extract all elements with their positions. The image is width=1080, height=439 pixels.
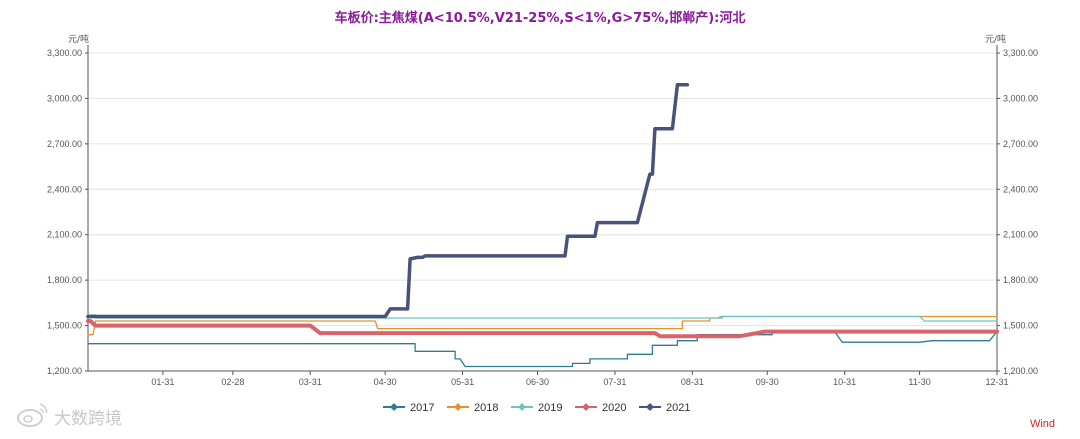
- x-tick-label: 10-31: [833, 377, 856, 387]
- y-axis-right: 1,200.00 1,500.00 1,800.00 2,100.00 2,400.00…: [997, 48, 1038, 376]
- x-tick-label: 07-31: [603, 377, 626, 387]
- y-tick-label-right: 3,000.00: [1003, 93, 1038, 103]
- x-tick-label: 04-30: [374, 377, 397, 387]
- x-tick-label: 05-31: [451, 377, 474, 387]
- y-tick-label-left: 3,000.00: [47, 93, 82, 103]
- y-tick-label-right: 2,700.00: [1003, 139, 1038, 149]
- legend-item-2017[interactable]: 2017: [383, 402, 434, 414]
- y-tick-label-left: 2,700.00: [47, 139, 82, 149]
- y-tick-label-left: 1,200.00: [47, 366, 82, 376]
- legend[interactable]: 2017 2018 2019 2020 2021: [383, 402, 690, 414]
- y-tick-label-left: 3,300.00: [47, 48, 82, 58]
- legend-label: 2019: [538, 402, 562, 414]
- x-tick-label: 01-31: [151, 377, 174, 387]
- gridlines: [88, 52, 997, 327]
- legend-item-2021[interactable]: 2021: [639, 402, 690, 414]
- legend-item-2020[interactable]: 2020: [575, 402, 626, 414]
- legend-marker: [454, 403, 462, 411]
- series-lines: [86, 83, 999, 368]
- x-tick-label: 03-31: [299, 377, 322, 387]
- y-tick-label-right: 3,300.00: [1003, 48, 1038, 58]
- y-tick-label-left: 2,100.00: [47, 230, 82, 240]
- chart-title: 车板价:主焦煤(A<10.5%,V21-25%,S<1%,G>75%,邯郸产):…: [335, 10, 746, 26]
- y-axis-unit-left: 元/吨: [68, 33, 89, 45]
- legend-label: 2017: [410, 402, 434, 414]
- x-tick-label: 09-30: [756, 377, 779, 387]
- source-label: Wind: [1030, 418, 1055, 430]
- legend-marker: [582, 403, 590, 411]
- series-line-2020: [86, 319, 999, 339]
- legend-label: 2020: [602, 402, 626, 414]
- y-tick-label-left: 1,800.00: [47, 275, 82, 285]
- legend-marker: [646, 403, 654, 411]
- y-axis-left: 1,200.00 1,500.00 1,800.00 2,100.00 2,400.00…: [47, 48, 88, 376]
- watermark-text: 大数跨境: [54, 409, 122, 429]
- y-tick-label-left: 1,500.00: [47, 321, 82, 331]
- series-line-2021: [86, 83, 690, 319]
- x-tick-label: 08-31: [681, 377, 704, 387]
- x-tick-label: 02-28: [221, 377, 244, 387]
- legend-label: 2018: [474, 402, 498, 414]
- legend-marker: [390, 403, 398, 411]
- y-tick-label-right: 2,100.00: [1003, 230, 1038, 240]
- x-tick-label: 11-30: [908, 377, 930, 387]
- y-tick-label-left: 2,400.00: [47, 184, 82, 194]
- watermark: 大数跨境: [17, 403, 122, 429]
- legend-item-2018[interactable]: 2018: [447, 402, 498, 414]
- weibo-icon: [17, 403, 48, 427]
- y-tick-label-right: 1,800.00: [1003, 275, 1038, 285]
- legend-marker: [518, 403, 526, 411]
- y-tick-label-right: 1,200.00: [1003, 366, 1038, 376]
- y-tick-label-right: 2,400.00: [1003, 184, 1038, 194]
- series-line-2017: [87, 330, 998, 368]
- legend-label: 2021: [666, 402, 690, 414]
- legend-item-2019[interactable]: 2019: [511, 402, 562, 414]
- axes: [87, 45, 998, 372]
- x-tick-label: 06-30: [526, 377, 549, 387]
- y-tick-label-right: 1,500.00: [1003, 321, 1038, 331]
- x-tick-label: 12-31: [985, 377, 1008, 387]
- y-axis-unit-right: 元/吨: [985, 33, 1006, 45]
- x-axis: 01-31 02-28 03-31 04-30 05-31 06-30 07-31 08-31…: [151, 371, 1009, 387]
